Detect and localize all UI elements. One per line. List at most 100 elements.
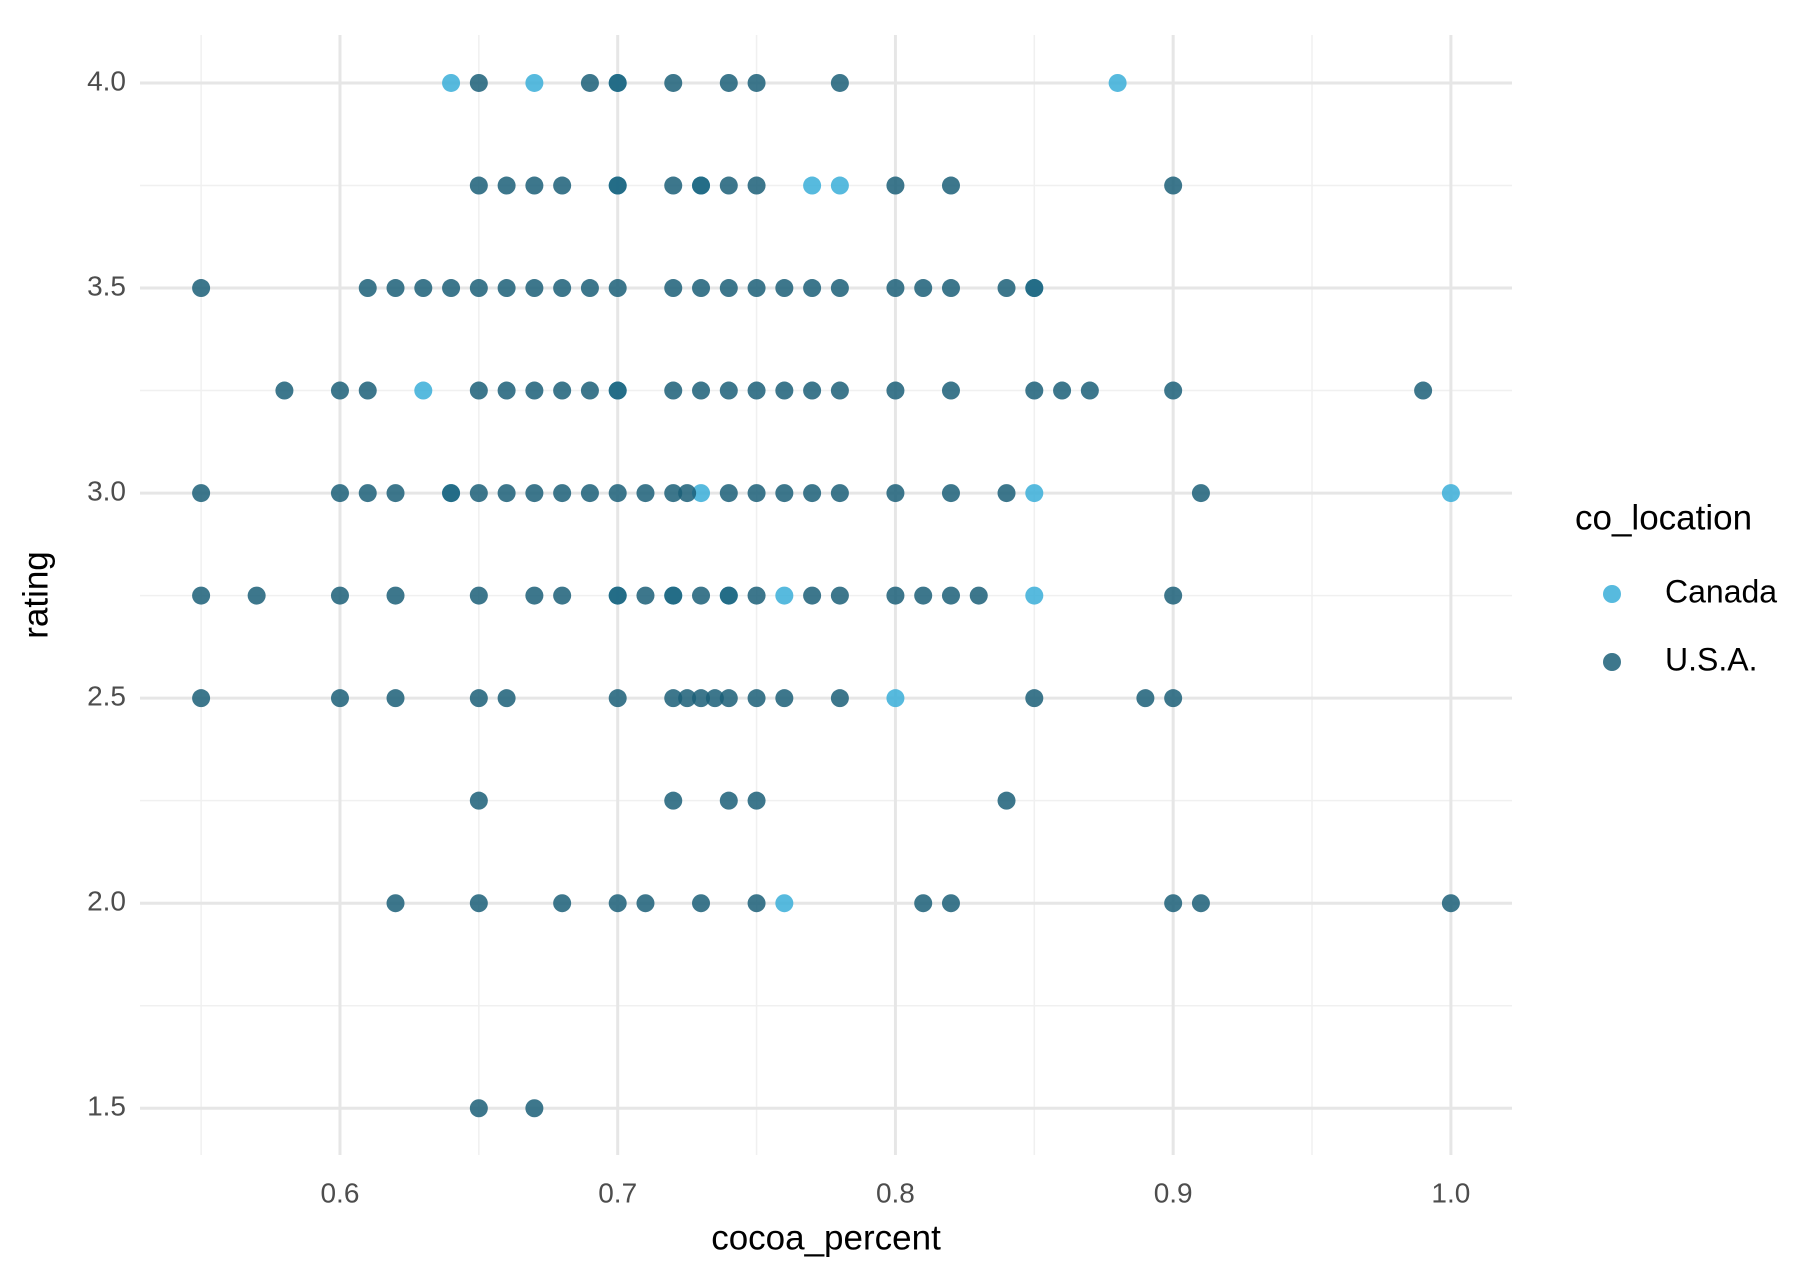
point xyxy=(192,689,211,708)
point xyxy=(747,791,766,810)
point xyxy=(803,176,822,195)
point xyxy=(580,484,599,503)
point xyxy=(664,381,683,400)
point xyxy=(525,484,544,503)
point xyxy=(192,279,211,298)
point xyxy=(664,586,683,605)
y-axis-title: rating xyxy=(16,551,55,639)
point xyxy=(525,381,544,400)
point xyxy=(914,586,933,605)
point xyxy=(608,484,627,503)
legend-label: U.S.A. xyxy=(1665,641,1757,677)
point xyxy=(442,279,461,298)
point xyxy=(553,279,572,298)
y-tick-label: 4.0 xyxy=(87,65,126,96)
point xyxy=(692,586,711,605)
point xyxy=(1080,381,1099,400)
point xyxy=(414,381,433,400)
point xyxy=(580,381,599,400)
point xyxy=(497,279,516,298)
point xyxy=(608,73,627,92)
point xyxy=(969,586,988,605)
point xyxy=(636,484,655,503)
point xyxy=(330,586,349,605)
point xyxy=(442,73,461,92)
point xyxy=(636,586,655,605)
point xyxy=(886,176,905,195)
point xyxy=(747,894,766,913)
point xyxy=(803,586,822,605)
point xyxy=(941,279,960,298)
y-tick-label: 3.0 xyxy=(87,475,126,506)
point xyxy=(941,176,960,195)
point xyxy=(469,484,488,503)
point xyxy=(497,381,516,400)
point xyxy=(469,1099,488,1118)
y-tick-label: 1.5 xyxy=(87,1091,126,1122)
point xyxy=(830,279,849,298)
point xyxy=(386,484,405,503)
point xyxy=(1025,484,1044,503)
point xyxy=(803,279,822,298)
x-axis-title: cocoa_percent xyxy=(711,1218,941,1257)
point xyxy=(386,279,405,298)
point xyxy=(719,484,738,503)
point xyxy=(330,381,349,400)
point xyxy=(469,176,488,195)
y-tick-label: 3.5 xyxy=(87,270,126,301)
point xyxy=(886,484,905,503)
point xyxy=(775,689,794,708)
point xyxy=(608,176,627,195)
point xyxy=(941,484,960,503)
point xyxy=(330,689,349,708)
point xyxy=(469,689,488,708)
point xyxy=(886,381,905,400)
point xyxy=(414,279,433,298)
point xyxy=(830,484,849,503)
x-tick-label: 0.6 xyxy=(320,1177,359,1208)
point xyxy=(497,484,516,503)
point xyxy=(678,484,697,503)
point xyxy=(719,381,738,400)
point xyxy=(664,176,683,195)
point xyxy=(886,586,905,605)
x-tick-label: 0.8 xyxy=(876,1177,915,1208)
point xyxy=(747,689,766,708)
point xyxy=(1414,381,1433,400)
point xyxy=(1025,279,1044,298)
x-tick-label: 0.9 xyxy=(1154,1177,1193,1208)
point xyxy=(469,791,488,810)
point xyxy=(830,73,849,92)
point xyxy=(386,586,405,605)
point xyxy=(1164,894,1183,913)
point xyxy=(775,894,794,913)
point xyxy=(1164,176,1183,195)
point xyxy=(692,894,711,913)
point xyxy=(608,689,627,708)
point xyxy=(803,381,822,400)
point xyxy=(1191,484,1210,503)
point xyxy=(775,381,794,400)
point xyxy=(664,791,683,810)
point xyxy=(1053,381,1072,400)
point xyxy=(1108,73,1127,92)
point xyxy=(719,791,738,810)
point xyxy=(1441,894,1460,913)
point xyxy=(705,689,724,708)
point xyxy=(497,176,516,195)
point xyxy=(442,484,461,503)
point xyxy=(580,279,599,298)
point xyxy=(664,484,683,503)
point xyxy=(358,279,377,298)
point xyxy=(358,381,377,400)
point xyxy=(941,894,960,913)
point xyxy=(775,279,794,298)
point xyxy=(775,586,794,605)
legend-label: Canada xyxy=(1665,573,1777,609)
point xyxy=(997,484,1016,503)
point xyxy=(553,484,572,503)
point xyxy=(1025,586,1044,605)
point xyxy=(608,894,627,913)
point xyxy=(997,791,1016,810)
